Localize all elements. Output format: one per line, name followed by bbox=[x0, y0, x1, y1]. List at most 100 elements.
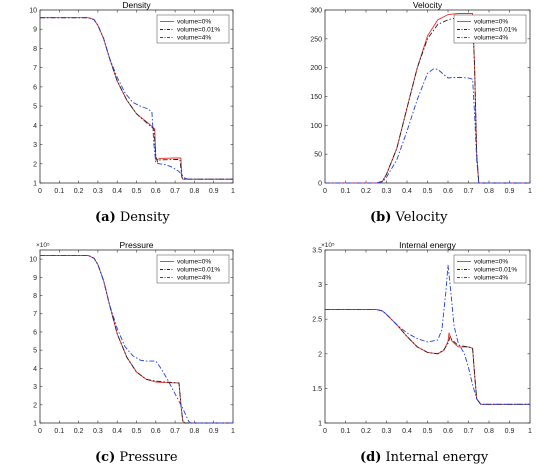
caption-text: Pressure bbox=[115, 450, 178, 465]
chart-c: Pressure 0 0.1 0.2 0.3 0.4 0.5 0.6 0.7 0.8 0.9 1 1 2 3… bbox=[29, 240, 235, 435]
y-tick-label: 3 bbox=[33, 142, 37, 149]
caption-internal-energy: (d) Internal energy bbox=[360, 450, 488, 465]
series-line-3 bbox=[325, 264, 530, 405]
legend-label: volume=0% bbox=[474, 259, 508, 266]
y-tick-label: 3 bbox=[33, 384, 37, 391]
y-tick-label: 3.5 bbox=[312, 248, 322, 255]
x-tick-label: 0.8 bbox=[190, 428, 200, 435]
y-tick-label: 100 bbox=[310, 123, 322, 130]
caption-text: Internal energy bbox=[381, 450, 489, 465]
x-tick-label: 0.9 bbox=[209, 428, 219, 435]
caption-tag: (d) bbox=[360, 450, 382, 465]
y-tick-label: 5 bbox=[33, 348, 37, 355]
y-tick-label: 1.5 bbox=[312, 386, 322, 393]
x-tick-label: 0.3 bbox=[382, 188, 392, 195]
y-tick-label: 10 bbox=[29, 8, 37, 15]
caption-density: (a) Density bbox=[95, 210, 170, 225]
legend-label: volume=4% bbox=[177, 35, 211, 42]
y-tick-label: 6 bbox=[33, 84, 37, 91]
x-tick-label: 0.7 bbox=[170, 188, 180, 195]
legend-label: volume=0.01% bbox=[474, 27, 517, 34]
y-tick-label: 1 bbox=[33, 181, 37, 188]
legend-label: volume=0% bbox=[474, 19, 508, 26]
x-tick-label: 0 bbox=[323, 428, 327, 435]
y-tick-label: 10 bbox=[29, 257, 37, 264]
x-tick-label: 0.4 bbox=[112, 188, 122, 195]
y-tick-label: 50 bbox=[314, 152, 322, 159]
legend-label: volume=4% bbox=[474, 35, 508, 42]
x-tick-label: 1 bbox=[231, 188, 235, 195]
y-tick-label: 300 bbox=[310, 8, 322, 15]
series-line-2 bbox=[325, 16, 530, 184]
chart-title: Internal energy bbox=[399, 240, 456, 250]
y-tick-label: 150 bbox=[310, 94, 322, 101]
x-tick-label: 0.8 bbox=[190, 188, 200, 195]
series-line-3 bbox=[40, 17, 233, 180]
x-tick-label: 0 bbox=[38, 428, 42, 435]
x-tick-label: 0.6 bbox=[443, 428, 453, 435]
legend-label: volume=4% bbox=[177, 275, 211, 282]
x-tick-label: 0.2 bbox=[361, 188, 371, 195]
caption-tag: (c) bbox=[95, 450, 116, 465]
y-exponent-label: ×10⁵ bbox=[321, 242, 335, 249]
y-tick-label: 3 bbox=[318, 282, 322, 289]
x-tick-label: 0.4 bbox=[402, 188, 412, 195]
x-tick-label: 0.5 bbox=[423, 188, 433, 195]
legend-box bbox=[156, 254, 230, 284]
legend-box bbox=[453, 254, 527, 284]
x-tick-label: 0.1 bbox=[341, 188, 351, 195]
y-tick-label: 7 bbox=[33, 65, 37, 72]
x-tick-label: 0.2 bbox=[361, 428, 371, 435]
x-tick-label: 0.3 bbox=[382, 428, 392, 435]
y-tick-label: 200 bbox=[310, 65, 322, 72]
x-tick-label: 0.5 bbox=[132, 188, 142, 195]
x-tick-label: 0.5 bbox=[132, 428, 142, 435]
caption-velocity: (b) Velocity bbox=[370, 210, 447, 225]
legend-box bbox=[156, 14, 230, 44]
y-tick-label: 2 bbox=[33, 161, 37, 168]
x-tick-label: 0.6 bbox=[443, 188, 453, 195]
chart-b: Velocity 0 0.1 0.2 0.3 0.4 0.5 0.6 0.7 0.8 0.9 1 0 50… bbox=[310, 0, 532, 195]
chart-title: Velocity bbox=[413, 0, 443, 10]
x-tick-label: 0.2 bbox=[74, 428, 84, 435]
y-tick-label: 2 bbox=[33, 402, 37, 409]
legend-label: volume=0.01% bbox=[474, 267, 517, 274]
caption-tag: (a) bbox=[95, 210, 116, 225]
y-tick-label: 6 bbox=[33, 329, 37, 336]
y-tick-label: 1 bbox=[318, 421, 322, 428]
x-tick-label: 1 bbox=[231, 428, 235, 435]
x-tick-label: 0.7 bbox=[170, 428, 180, 435]
y-tick-label: 5 bbox=[33, 104, 37, 111]
chart-title: Pressure bbox=[119, 240, 153, 250]
chart-title: Density bbox=[122, 0, 151, 10]
y-tick-label: 9 bbox=[33, 275, 37, 282]
y-tick-label: 250 bbox=[310, 36, 322, 43]
x-tick-label: 0.8 bbox=[484, 188, 494, 195]
x-tick-label: 0.9 bbox=[209, 188, 219, 195]
y-tick-label: 8 bbox=[33, 293, 37, 300]
y-tick-label: 1 bbox=[33, 421, 37, 428]
y-tick-label: 0 bbox=[318, 181, 322, 188]
x-tick-label: 0.3 bbox=[93, 428, 103, 435]
x-tick-label: 0.8 bbox=[484, 428, 494, 435]
x-tick-label: 0.1 bbox=[341, 428, 351, 435]
x-tick-label: 0.7 bbox=[464, 188, 474, 195]
x-tick-label: 1 bbox=[528, 428, 532, 435]
y-tick-label: 8 bbox=[33, 46, 37, 53]
caption-text: Density bbox=[115, 210, 170, 225]
y-tick-label: 2 bbox=[318, 351, 322, 358]
x-tick-label: 0.3 bbox=[93, 188, 103, 195]
caption-text: Velocity bbox=[391, 210, 448, 225]
x-tick-label: 0.7 bbox=[464, 428, 474, 435]
y-exponent-label: ×10⁵ bbox=[36, 242, 50, 249]
x-tick-label: 1 bbox=[528, 188, 532, 195]
x-tick-label: 0.4 bbox=[112, 428, 122, 435]
caption-pressure: (c) Pressure bbox=[95, 450, 178, 465]
y-tick-label: 9 bbox=[33, 27, 37, 34]
x-tick-label: 0.5 bbox=[423, 428, 433, 435]
x-tick-label: 0.6 bbox=[151, 428, 161, 435]
legend-label: volume=0% bbox=[177, 19, 211, 26]
legend-label: volume=4% bbox=[474, 275, 508, 282]
y-tick-label: 7 bbox=[33, 311, 37, 318]
